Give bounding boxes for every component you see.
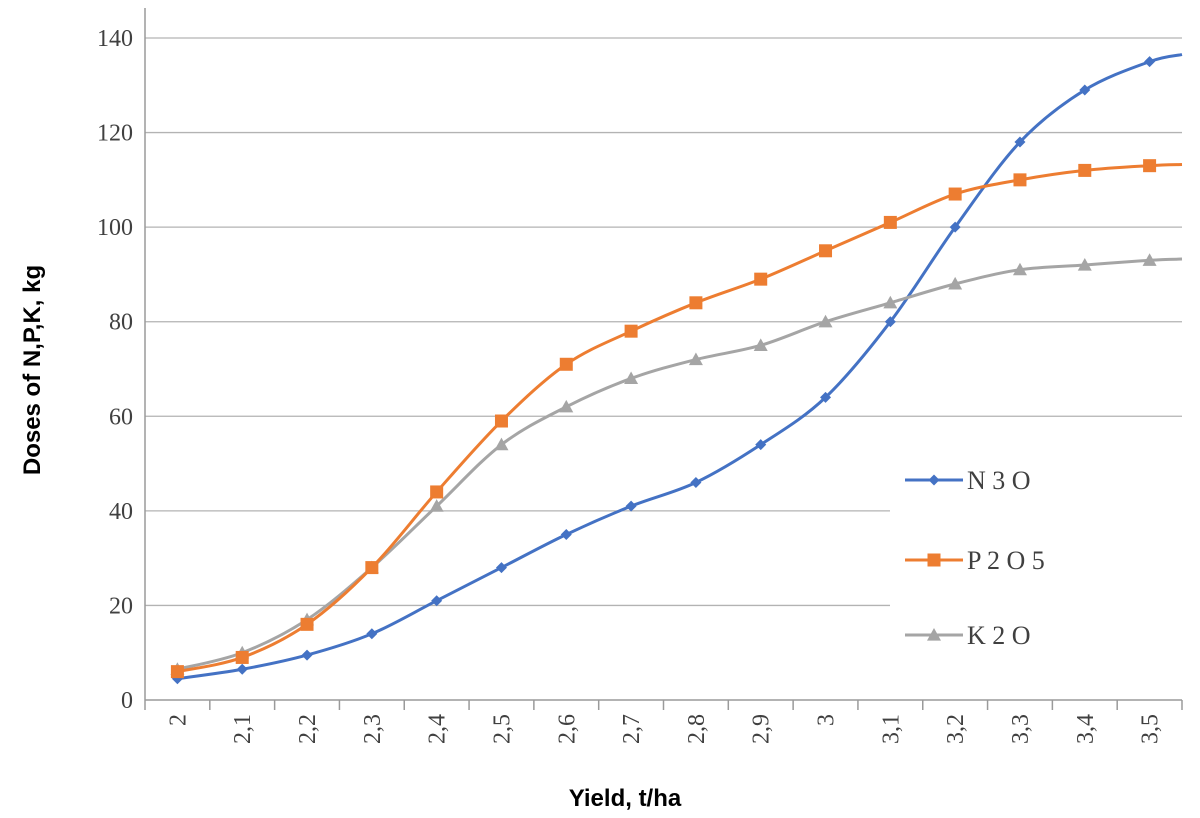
x-tick-label: 2,5 (489, 714, 515, 744)
y-tick-label: 40 (109, 499, 133, 525)
data-point (1142, 253, 1157, 266)
y-tick-labels: 0 20 40 60 80 100 120 140 (97, 26, 133, 714)
legend-label: K 2 O (967, 621, 1031, 650)
x-tick-label: 2 (165, 714, 191, 726)
data-point (1013, 173, 1027, 187)
data-point (429, 499, 444, 512)
x-tick-label: 2,6 (554, 714, 580, 744)
axes (144, 8, 1183, 710)
data-point (690, 476, 702, 488)
data-point (301, 649, 313, 661)
x-tick-label: 2,4 (425, 714, 451, 744)
data-point (883, 215, 897, 229)
series-lines (170, 53, 1183, 685)
x-tick-label: 3,3 (1008, 714, 1034, 744)
data-point (1144, 56, 1156, 68)
x-tick-label: 2,2 (295, 714, 321, 744)
data-point (754, 272, 768, 286)
data-point (948, 276, 963, 290)
y-tick-label: 100 (97, 215, 133, 241)
legend-marker (927, 553, 941, 567)
legend-item: N 3 O (905, 466, 1031, 495)
series-line (177, 162, 1183, 674)
data-point (818, 314, 833, 328)
y-tick-label: 120 (97, 121, 133, 147)
data-point (689, 296, 703, 310)
y-tick-label: 0 (121, 688, 133, 714)
data-point (819, 244, 833, 258)
gridlines (145, 37, 1182, 607)
data-point (1014, 136, 1026, 148)
data-point (753, 338, 768, 351)
y-tick-label: 20 (109, 593, 133, 619)
data-point (494, 437, 509, 451)
legend-marker (928, 474, 940, 486)
data-point (494, 414, 508, 428)
x-tick-label: 2,3 (360, 714, 386, 744)
data-point (235, 650, 249, 664)
data-point (559, 399, 574, 413)
data-point (236, 663, 248, 675)
legend-label: P 2 O 5 (967, 546, 1045, 575)
data-point (884, 316, 896, 328)
y-axis-title: Doses of N,P,K, kg (19, 265, 46, 475)
x-tick-labels: 2 2,1 2,2 2,3 2,4 2,5 2,6 2,7 2,8 2,9 3 3,1 3,2 3,3 3,… (165, 714, 1163, 744)
data-point (366, 628, 378, 640)
x-tick-label: 2,1 (230, 714, 256, 744)
x-tick-label: 3 (814, 714, 840, 726)
data-point (495, 562, 507, 574)
data-point (688, 352, 703, 366)
data-point (1078, 163, 1092, 177)
y-tick-label: 60 (109, 404, 133, 430)
data-point (431, 595, 443, 607)
x-tick-label: 3,1 (878, 714, 904, 744)
data-point (948, 187, 962, 201)
x-tick-label: 2,8 (684, 714, 710, 744)
data-point (560, 529, 572, 540)
legend-marker (927, 628, 941, 641)
data-point (365, 561, 379, 575)
legend-label: N 3 O (967, 466, 1031, 495)
data-point (430, 485, 444, 499)
data-point (755, 439, 767, 451)
y-tick-label: 80 (109, 310, 133, 336)
x-tick-label: 2,7 (619, 714, 645, 744)
data-point (559, 357, 573, 371)
series-line (177, 53, 1183, 681)
series-1 (170, 159, 1183, 679)
data-point (1079, 84, 1091, 96)
data-point (1077, 257, 1092, 271)
x-tick-label: 3,5 (1138, 714, 1164, 744)
x-tick-label: 3,4 (1073, 714, 1099, 744)
series-0 (171, 53, 1183, 685)
data-point (1143, 159, 1157, 173)
data-point (1012, 262, 1027, 276)
x-axis-title: Yield, t/ha (569, 785, 682, 812)
data-point (170, 665, 184, 679)
data-point (883, 295, 898, 309)
data-point (300, 617, 314, 631)
series-line (177, 257, 1183, 671)
data-point (820, 391, 832, 403)
x-tick-label: 2,9 (749, 714, 775, 744)
y-tick-label: 140 (97, 26, 133, 52)
legend: N 3 O P 2 O 5 K 2 O (905, 466, 1045, 650)
data-point (624, 371, 639, 385)
legend-item: K 2 O (905, 621, 1031, 650)
data-point (625, 500, 637, 512)
legend-item: P 2 O 5 (905, 546, 1045, 575)
data-point (624, 324, 638, 338)
data-point (949, 221, 961, 233)
x-tick-label: 3,2 (943, 714, 969, 744)
